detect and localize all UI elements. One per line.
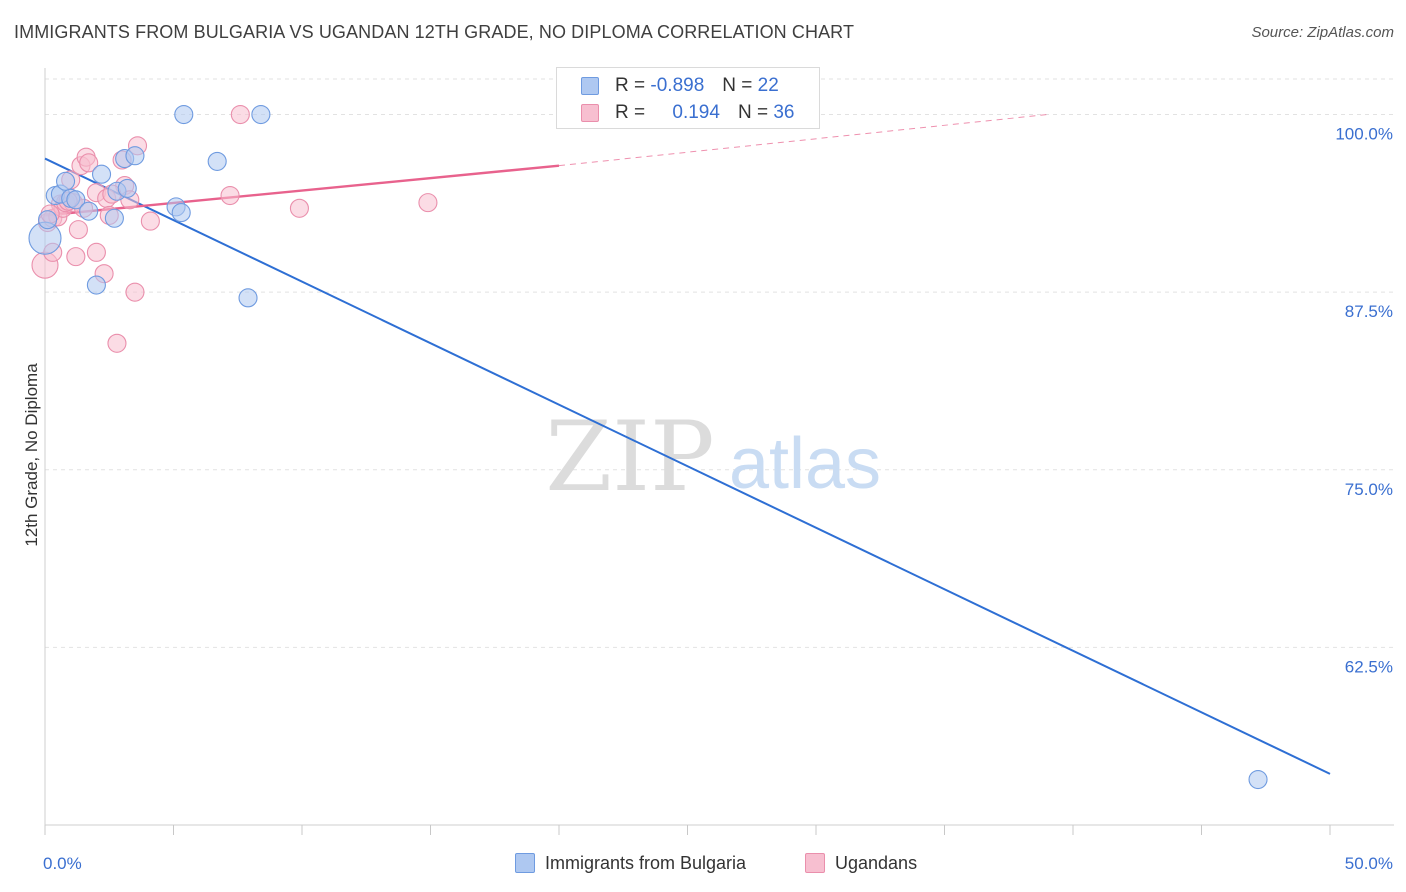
n-label: N = [737, 102, 769, 123]
grid-lines [45, 78, 1394, 648]
point-bulgaria [251, 104, 271, 125]
r-value-bulgaria: -0.898 [650, 75, 705, 96]
x-tick-label: 0.0% [43, 854, 82, 873]
source-credit: Source: ZipAtlas.com [1251, 24, 1394, 41]
r-value-ugandans: 0.194 [672, 102, 720, 123]
point-bulgaria [56, 171, 76, 191]
y-tick-label: 100.0% [1335, 125, 1393, 144]
chart-title: IMMIGRANTS FROM BULGARIA VS UGANDAN 12TH… [14, 22, 855, 42]
point-ugandans [289, 198, 309, 218]
watermark-atlas: atlas [729, 424, 881, 504]
y-tick-label: 87.5% [1345, 302, 1393, 321]
axes [44, 68, 1394, 835]
point-bulgaria [86, 275, 106, 295]
r-label: R = [615, 102, 646, 123]
point-ugandans [79, 153, 99, 173]
point-bulgaria [66, 190, 86, 210]
point-bulgaria [125, 146, 145, 166]
r-label: R = [615, 75, 646, 96]
watermark-zip: ZIP [545, 401, 714, 513]
y-tick-label: 62.5% [1345, 657, 1393, 676]
n-label: N = [722, 75, 753, 96]
point-bulgaria [79, 201, 99, 221]
point-ugandans [107, 333, 127, 353]
bottom-legend-swatch-bulgaria [515, 853, 535, 873]
point-ugandans [230, 104, 250, 125]
watermark: ZIP atlas [545, 401, 881, 513]
legend-swatch-bulgaria [581, 77, 599, 95]
point-bulgaria [104, 208, 124, 228]
point-ugandans [140, 211, 160, 231]
n-value-bulgaria: 22 [757, 75, 779, 96]
point-ugandans [66, 247, 86, 267]
point-bulgaria [117, 178, 137, 198]
trend-line-ugandans-extension [558, 114, 1048, 167]
point-ugandans [125, 282, 145, 302]
y-tick-label: 75.0% [1345, 480, 1393, 499]
point-bulgaria [38, 210, 58, 230]
bottom-legend-label-ugandans: Ugandans [835, 853, 918, 873]
point-bulgaria [91, 164, 112, 184]
stats-legend: R = -0.898 N = 22 R = 0.194 N = 36 [556, 67, 820, 129]
point-bulgaria [174, 104, 194, 125]
point-ugandans [220, 185, 240, 206]
point-bulgaria [1248, 769, 1268, 790]
point-bulgaria [171, 203, 191, 223]
bottom-legend-swatch-ugandans [805, 853, 825, 873]
point-bulgaria [238, 288, 258, 308]
point-ugandans [418, 193, 438, 213]
tick-labels: 62.5% 75.0% 87.5% 100.0% 0.0% 50.0% [43, 125, 1393, 873]
point-ugandans [86, 242, 106, 262]
legend-swatch-ugandans [581, 104, 599, 122]
n-value-ugandans: 36 [773, 102, 795, 123]
x-tick-label: 50.0% [1345, 854, 1393, 873]
bottom-legend-label-bulgaria: Immigrants from Bulgaria [545, 853, 747, 873]
point-ugandans [68, 220, 88, 240]
point-bulgaria [207, 151, 227, 171]
trend-line-bulgaria [44, 157, 1331, 775]
data-points [28, 104, 1268, 790]
